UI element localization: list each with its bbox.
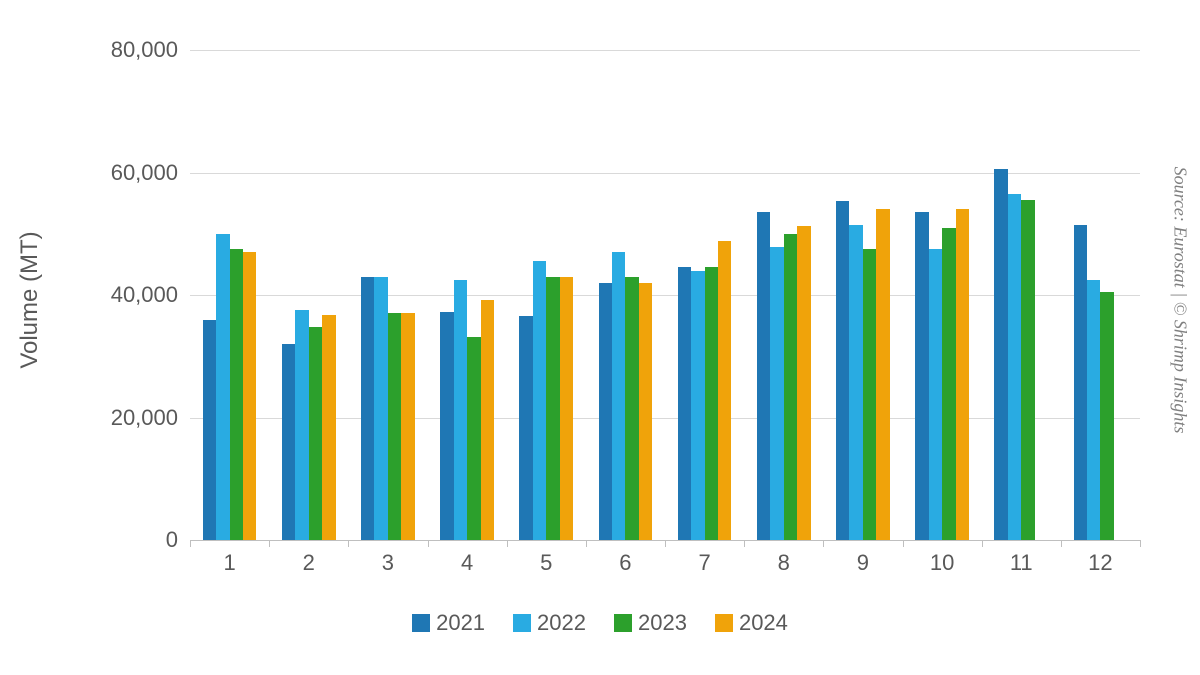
bar-2024-m9 [876, 209, 889, 540]
legend-label: 2022 [537, 610, 586, 635]
legend-swatch [715, 614, 733, 632]
bar-2021-m5 [519, 316, 532, 540]
bar-2021-m6 [599, 283, 612, 540]
bar-2024-m10 [956, 209, 969, 540]
y-axis-label: Volume (MT) [16, 231, 44, 368]
legend-label: 2021 [436, 610, 485, 635]
legend-swatch [614, 614, 632, 632]
x-tick-label: 7 [698, 550, 710, 576]
x-tick-label: 1 [223, 550, 235, 576]
x-tick-mark [1061, 540, 1062, 547]
x-tick-mark [269, 540, 270, 547]
legend-label: 2024 [739, 610, 788, 635]
legend-item-2021: 2021 [412, 610, 485, 636]
x-tick-label: 8 [778, 550, 790, 576]
x-tick-mark [586, 540, 587, 547]
legend: 2021 2022 2023 2024 [0, 610, 1200, 636]
bar-2024-m7 [718, 241, 731, 540]
bar-2021-m7 [678, 267, 691, 540]
bar-2023-m7 [705, 267, 718, 540]
bar-2021-m12 [1074, 225, 1087, 540]
x-tick-mark [190, 540, 191, 547]
x-tick-mark [665, 540, 666, 547]
x-tick-mark [982, 540, 983, 547]
x-tick-mark [903, 540, 904, 547]
bar-2022-m6 [612, 252, 625, 540]
x-tick-mark [1140, 540, 1141, 547]
x-tick-label: 3 [382, 550, 394, 576]
bar-2022-m12 [1087, 280, 1100, 540]
gridline [190, 50, 1140, 51]
bar-2024-m8 [797, 226, 810, 540]
bar-2023-m3 [388, 313, 401, 540]
bar-2024-m6 [639, 283, 652, 540]
bar-2023-m4 [467, 337, 480, 540]
x-tick-mark [744, 540, 745, 547]
bar-2021-m2 [282, 344, 295, 540]
x-tick-label: 11 [1010, 550, 1033, 576]
bar-2023-m8 [784, 234, 797, 540]
bar-2022-m7 [691, 271, 704, 541]
bar-2023-m6 [625, 277, 638, 540]
y-tick-label: 0 [166, 527, 178, 553]
x-tick-mark [823, 540, 824, 547]
bar-2021-m4 [440, 312, 453, 540]
x-tick-label: 9 [857, 550, 869, 576]
bar-2022-m3 [374, 277, 387, 540]
x-tick-label: 4 [461, 550, 473, 576]
bar-2023-m12 [1100, 292, 1113, 540]
bar-2022-m4 [454, 280, 467, 540]
bar-2022-m9 [849, 225, 862, 540]
x-tick-label: 5 [540, 550, 552, 576]
bar-2024-m5 [560, 277, 573, 540]
bar-2021-m11 [994, 169, 1007, 540]
bar-2021-m3 [361, 277, 374, 540]
legend-item-2024: 2024 [715, 610, 788, 636]
legend-item-2023: 2023 [614, 610, 687, 636]
bar-2022-m11 [1008, 194, 1021, 540]
bar-2021-m8 [757, 212, 770, 540]
x-tick-mark [507, 540, 508, 547]
x-tick-mark [348, 540, 349, 547]
x-tick-label: 10 [930, 550, 954, 576]
plot-area: 020,00040,00060,00080,000123456789101112 [190, 50, 1140, 541]
bar-2024-m1 [243, 252, 256, 540]
bar-2023-m2 [309, 327, 322, 540]
bar-2023-m10 [942, 228, 955, 540]
bar-2024-m2 [322, 315, 335, 540]
legend-swatch [513, 614, 531, 632]
volume-bar-chart: Volume (MT) Source: Eurostat | © Shrimp … [0, 0, 1200, 675]
bar-2022-m2 [295, 310, 308, 540]
bar-2022-m1 [216, 234, 229, 540]
bar-2022-m10 [929, 249, 942, 540]
y-tick-label: 80,000 [111, 37, 178, 63]
y-tick-label: 40,000 [111, 282, 178, 308]
legend-swatch [412, 614, 430, 632]
legend-label: 2023 [638, 610, 687, 635]
bar-2021-m10 [915, 212, 928, 540]
x-tick-mark [428, 540, 429, 547]
bar-2022-m8 [770, 247, 783, 540]
bar-2023-m5 [546, 277, 559, 540]
bar-2021-m1 [203, 320, 216, 541]
legend-item-2022: 2022 [513, 610, 586, 636]
x-tick-label: 12 [1088, 550, 1112, 576]
bar-2023-m1 [230, 249, 243, 540]
bar-2024-m4 [481, 300, 494, 540]
x-tick-label: 2 [303, 550, 315, 576]
bar-2024-m3 [401, 313, 414, 540]
bar-2022-m5 [533, 261, 546, 540]
y-tick-label: 60,000 [111, 160, 178, 186]
y-tick-label: 20,000 [111, 405, 178, 431]
bar-2021-m9 [836, 201, 849, 540]
bar-2023-m9 [863, 249, 876, 540]
source-caption: Source: Eurostat | © Shrimp Insights [1170, 167, 1191, 434]
bar-2023-m11 [1021, 200, 1034, 540]
x-tick-label: 6 [619, 550, 631, 576]
